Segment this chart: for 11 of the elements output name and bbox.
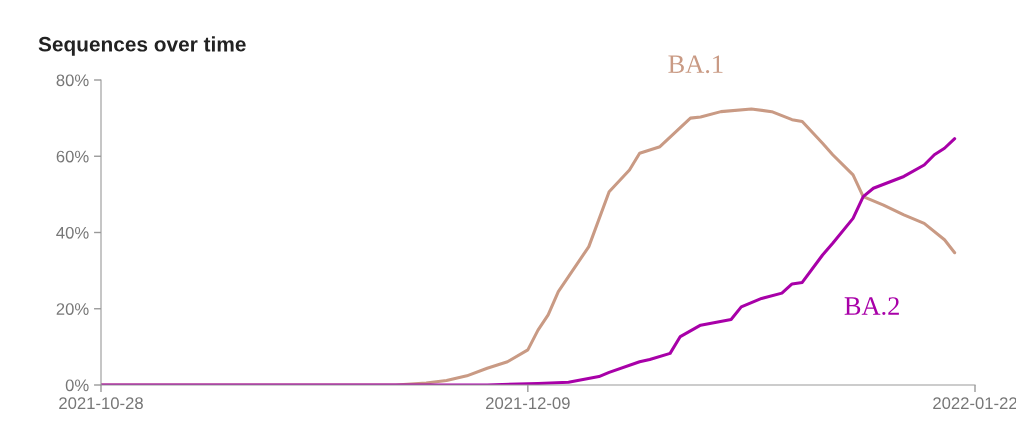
y-tick-label: 60% bbox=[56, 150, 89, 163]
x-tick-label: 2021-10-28 bbox=[59, 397, 143, 410]
series-label: BA.2 bbox=[844, 297, 899, 316]
y-tick-label: 40% bbox=[56, 226, 89, 239]
y-tick-label: 0% bbox=[65, 379, 89, 392]
chart-title: Sequences over time bbox=[38, 36, 246, 56]
y-tick-label: 20% bbox=[56, 303, 89, 315]
series-label: BA.1 bbox=[668, 55, 723, 74]
x-tick-label: 2021-12-09 bbox=[486, 397, 570, 410]
y-tick-label: 80% bbox=[56, 74, 89, 87]
x-tick-label: 2022-01-22 bbox=[933, 397, 1016, 410]
